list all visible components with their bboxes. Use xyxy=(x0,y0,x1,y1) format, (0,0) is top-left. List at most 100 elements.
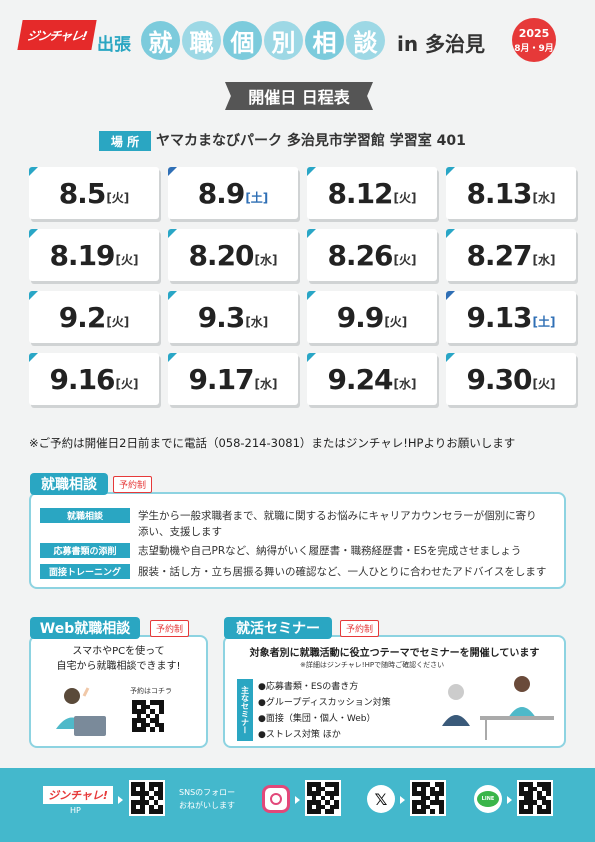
weekday-text: [火] xyxy=(115,376,139,391)
date-text: 9.2 xyxy=(58,300,107,334)
date-card: 9.30 [火] xyxy=(446,353,576,405)
date-text: 8.9 xyxy=(197,176,246,210)
line-icon-text: LINE xyxy=(477,791,499,807)
arrow-icon xyxy=(295,796,300,804)
logo-text: ジンチャレ! xyxy=(25,28,88,43)
row-text: 志望動機や自己PRなど、納得がいく履歴書・職務経歴書・ESを完成させましょう xyxy=(138,545,522,557)
footer xyxy=(0,768,595,842)
title-char: 個 xyxy=(223,21,262,60)
date-text: 9.30 xyxy=(466,362,532,396)
seminar-item: ●面接（集団・個人・Web） xyxy=(258,714,376,724)
person-laptop-illustration xyxy=(56,687,106,736)
title-char: 職 xyxy=(182,21,221,60)
date-card: 8.12 [火] xyxy=(307,167,437,219)
hp-qr-code[interactable] xyxy=(129,780,165,816)
weekday-text: [火] xyxy=(106,190,130,205)
line-qr-code[interactable] xyxy=(517,780,553,816)
seminar-illustration xyxy=(442,676,554,740)
date-card: 8.5 [火] xyxy=(29,167,159,219)
weekday-text: [水] xyxy=(532,190,556,205)
location-title: in 多治見 xyxy=(397,32,486,56)
weekday-text: [火] xyxy=(384,314,408,329)
row-text-line: 添い、支援します xyxy=(138,526,222,538)
reservation-badge: 予約制 xyxy=(340,620,380,637)
date-grid: 8.5 [火] 8.9 [土] 8.12 [火] 8.13 [水] 8.19 [火] 8.20 [水]… xyxy=(29,167,576,405)
date-card: 9.9 [火] xyxy=(307,291,437,343)
dispatch-label: 出張 xyxy=(97,35,131,55)
schedule-heading: 開催日 日程表 xyxy=(225,82,373,110)
date-text: 8.12 xyxy=(327,176,393,210)
consultation-row: 応募書類の添削 志望動機や自己PRなど、納得がいく履歴書・職務経歴書・ESを完成… xyxy=(40,543,521,559)
seminar-lead: 対象者別に就職活動に役立つテーマでセミナーを開催しています xyxy=(249,648,540,659)
seminar-panel xyxy=(223,635,566,748)
web-line: スマホやPCを使って xyxy=(72,646,165,657)
date-text: 9.9 xyxy=(336,300,385,334)
date-card: 8.27 [水] xyxy=(446,229,576,281)
date-text: 9.3 xyxy=(197,300,246,334)
year-badge: 2025 8月・9月 xyxy=(512,18,556,62)
date-card: 9.2 [火] xyxy=(29,291,159,343)
hp-label: HP xyxy=(70,806,81,815)
seminar-item: ●ストレス対策 ほか xyxy=(258,730,341,740)
months-text: 8月・9月 xyxy=(514,44,554,54)
seminar-sub-note: ※詳細はジンチャレ!HPで随時ご確認ください xyxy=(300,661,445,669)
row-text-line: 学生から一般求職者まで、就職に関するお悩みにキャリアカウンセラーが個別に寄り xyxy=(138,510,537,522)
venue-name: ヤマカまなびパーク 多治見市学習館 学習室 401 xyxy=(156,133,466,149)
seminar-item: ●グループディスカッション対策 xyxy=(258,698,391,708)
title-char: 相 xyxy=(305,21,344,60)
line-icon[interactable]: LINE xyxy=(474,785,502,813)
date-text: 9.24 xyxy=(327,362,393,396)
instagram-icon[interactable] xyxy=(262,785,290,813)
weekday-text: [土] xyxy=(532,314,556,329)
date-text: 9.16 xyxy=(49,362,115,396)
date-card: 9.13 [土] xyxy=(446,291,576,343)
row-label: 面接トレーニング xyxy=(40,564,130,579)
weekday-text: [火] xyxy=(532,376,556,391)
weekday-text: [水] xyxy=(532,252,556,267)
title-char: 談 xyxy=(346,21,385,60)
weekday-text: [土] xyxy=(245,190,269,205)
weekday-text: [火] xyxy=(393,252,417,267)
date-text: 8.13 xyxy=(466,176,532,210)
weekday-text: [火] xyxy=(106,314,130,329)
date-card: 8.26 [火] xyxy=(307,229,437,281)
jinchalle-logo: ジンチャレ! xyxy=(17,20,97,50)
seminar-title: 就活セミナー xyxy=(224,617,332,639)
row-label: 就職相談 xyxy=(40,508,130,523)
date-card: 8.9 [土] xyxy=(168,167,298,219)
reservation-badge: 予約制 xyxy=(113,476,153,493)
seminar-item: ●応募書類・ESの書き方 xyxy=(258,682,359,692)
reservation-badge: 予約制 xyxy=(150,620,190,637)
x-icon[interactable]: 𝕏 xyxy=(367,785,395,813)
web-qr-code[interactable] xyxy=(130,698,166,734)
arrow-icon xyxy=(400,796,405,804)
row-label: 応募書類の添削 xyxy=(40,543,130,558)
arrow-icon xyxy=(118,796,123,804)
arrow-icon xyxy=(507,796,512,804)
sns-follow-text: SNSのフォロー おねがいします xyxy=(179,786,235,812)
title-char: 就 xyxy=(141,21,180,60)
seminar-side-label: 主なセミナー xyxy=(237,679,253,741)
seminar-list: ●応募書類・ESの書き方 ●グループディスカッション対策 ●面接（集団・個人・W… xyxy=(258,679,391,743)
instagram-qr-code[interactable] xyxy=(305,780,341,816)
date-card: 8.13 [水] xyxy=(446,167,576,219)
row-text: 学生から一般求職者まで、就職に関するお悩みにキャリアカウンセラーが個別に寄り 添い… xyxy=(138,508,537,540)
web-description: スマホやPCを使って 自宅から就職相談できます! xyxy=(29,644,208,674)
reservation-note: ※ご予約は開催日2日前までに電話（058-214-3081）またはジンチャレ!H… xyxy=(29,436,516,450)
weekday-text: [火] xyxy=(115,252,139,267)
title-char: 別 xyxy=(264,21,303,60)
year-text: 2025 xyxy=(518,27,550,40)
date-card: 8.20 [水] xyxy=(168,229,298,281)
title-circles: 就 職 個 別 相 談 xyxy=(141,21,385,60)
consultation-row: 面接トレーニング 服装・話し方・立ち居振る舞いの確認など、一人ひとりに合わせたア… xyxy=(40,564,546,580)
venue-label: 場 所 xyxy=(99,131,151,151)
web-consult-title: Web就職相談 xyxy=(30,617,140,639)
date-card: 9.24 [水] xyxy=(307,353,437,405)
date-card: 9.17 [水] xyxy=(168,353,298,405)
web-consult-panel xyxy=(29,635,208,748)
weekday-text: [水] xyxy=(254,376,278,391)
qr-caption: 予約はコチラ xyxy=(130,687,172,695)
consultation-row: 就職相談 学生から一般求職者まで、就職に関するお悩みにキャリアカウンセラーが個別… xyxy=(40,508,537,540)
x-qr-code[interactable] xyxy=(410,780,446,816)
date-text: 8.20 xyxy=(188,238,254,272)
